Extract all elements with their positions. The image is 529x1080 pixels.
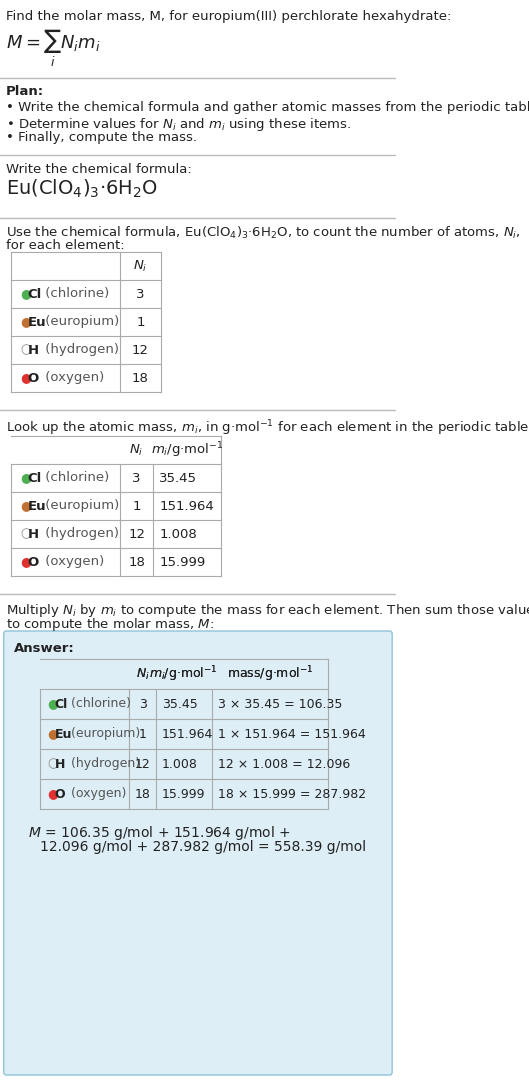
Text: (hydrogen): (hydrogen) [41,343,119,356]
Text: 151.964: 151.964 [159,499,214,513]
Text: ●: ● [20,555,31,568]
Text: (europium): (europium) [41,499,120,513]
Text: 12 × 1.008 = 12.096: 12 × 1.008 = 12.096 [218,757,350,770]
Text: ●: ● [47,787,58,800]
Text: 3: 3 [136,287,144,300]
Text: mass/g·mol$^{-1}$: mass/g·mol$^{-1}$ [226,664,313,684]
Text: $N_i$: $N_i$ [133,258,148,273]
Text: 12: 12 [132,343,149,356]
Text: (oxygen): (oxygen) [67,787,126,800]
Text: Multiply $N_i$ by $m_i$ to compute the mass for each element. Then sum those val: Multiply $N_i$ by $m_i$ to compute the m… [6,602,529,619]
Text: • Determine values for $N_i$ and $m_i$ using these items.: • Determine values for $N_i$ and $m_i$ u… [6,116,351,133]
Text: 18: 18 [132,372,149,384]
FancyBboxPatch shape [4,631,392,1075]
Text: Plan:: Plan: [6,85,44,98]
Text: Write the chemical formula:: Write the chemical formula: [6,163,191,176]
Text: ●: ● [20,372,31,384]
Text: (oxygen): (oxygen) [41,372,104,384]
Text: for each element:: for each element: [6,239,125,252]
Text: 3: 3 [139,698,147,711]
Text: (chlorine): (chlorine) [41,472,110,485]
Text: (chlorine): (chlorine) [67,698,131,711]
Text: 35.45: 35.45 [162,698,197,711]
Text: ●: ● [47,698,58,711]
Text: 15.999: 15.999 [162,787,205,800]
Text: 18 × 15.999 = 287.982: 18 × 15.999 = 287.982 [218,787,366,800]
Text: 151.964: 151.964 [162,728,213,741]
Text: 1.008: 1.008 [159,527,197,540]
Text: ●: ● [47,728,58,741]
Text: H: H [28,527,39,540]
Text: ●: ● [20,499,31,513]
Text: O: O [54,787,65,800]
Text: $m_i$/g·mol$^{-1}$: $m_i$/g·mol$^{-1}$ [151,441,223,460]
Text: to compute the molar mass, $M$:: to compute the molar mass, $M$: [6,616,214,633]
Text: Look up the atomic mass, $m_i$, in g·mol$^{-1}$ for each element in the periodic: Look up the atomic mass, $m_i$, in g·mol… [6,418,529,437]
Text: 1: 1 [139,728,147,741]
Text: (europium): (europium) [67,728,140,741]
Text: $N_i$: $N_i$ [130,443,144,458]
Text: Eu(ClO$_4$)$_3$·6H$_2$O: Eu(ClO$_4$)$_3$·6H$_2$O [6,178,158,200]
Text: 1: 1 [132,499,141,513]
Text: 1 × 151.964 = 151.964: 1 × 151.964 = 151.964 [218,728,366,741]
Text: (europium): (europium) [41,315,120,328]
Text: 3 × 35.45 = 106.35: 3 × 35.45 = 106.35 [218,698,342,711]
Text: H: H [54,757,65,770]
Text: Cl: Cl [28,287,42,300]
Text: ○: ○ [47,757,58,770]
Text: Eu: Eu [28,315,47,328]
Text: ●: ● [20,472,31,485]
Text: (chlorine): (chlorine) [41,287,110,300]
Text: $m_i$/g·mol$^{-1}$: $m_i$/g·mol$^{-1}$ [150,664,218,684]
Text: 18: 18 [135,787,151,800]
Text: $N_i$: $N_i$ [136,666,149,681]
Text: $M$ = 106.35 g/mol + 151.964 g/mol +: $M$ = 106.35 g/mol + 151.964 g/mol + [29,824,291,842]
Text: 12.096 g/mol + 287.982 g/mol = 558.39 g/mol: 12.096 g/mol + 287.982 g/mol = 558.39 g/… [40,840,366,854]
Text: mass/g·mol$^{-1}$: mass/g·mol$^{-1}$ [226,664,313,684]
Text: Eu: Eu [28,499,47,513]
Text: $m_i$/g·mol$^{-1}$: $m_i$/g·mol$^{-1}$ [150,664,218,684]
Text: H: H [28,343,39,356]
Text: Eu: Eu [54,728,72,741]
Text: 18: 18 [128,555,145,568]
Text: 1: 1 [136,315,144,328]
Text: Answer:: Answer: [13,642,74,654]
Text: $M = \sum_i N_i m_i$: $M = \sum_i N_i m_i$ [6,28,101,69]
Text: 3: 3 [132,472,141,485]
Text: • Finally, compute the mass.: • Finally, compute the mass. [6,131,197,144]
Text: $N_i$: $N_i$ [136,666,149,681]
Text: (oxygen): (oxygen) [41,555,104,568]
Text: 12: 12 [135,757,150,770]
Text: 15.999: 15.999 [159,555,206,568]
Text: (hydrogen): (hydrogen) [41,527,119,540]
Text: O: O [28,555,39,568]
Text: ●: ● [20,315,31,328]
Text: (hydrogen): (hydrogen) [67,757,140,770]
Text: • Write the chemical formula and gather atomic masses from the periodic table.: • Write the chemical formula and gather … [6,102,529,114]
Text: O: O [28,372,39,384]
Text: 12: 12 [128,527,145,540]
Text: Use the chemical formula, Eu(ClO$_4$)$_3$·6H$_2$O, to count the number of atoms,: Use the chemical formula, Eu(ClO$_4$)$_3… [6,225,521,241]
Text: ●: ● [20,287,31,300]
Text: ○: ○ [20,527,31,540]
Text: 1.008: 1.008 [162,757,197,770]
Text: Cl: Cl [54,698,68,711]
Text: Find the molar mass, M, for europium(III) perchlorate hexahydrate:: Find the molar mass, M, for europium(III… [6,10,451,23]
Text: 35.45: 35.45 [159,472,197,485]
Text: ○: ○ [20,343,31,356]
Text: Cl: Cl [28,472,42,485]
